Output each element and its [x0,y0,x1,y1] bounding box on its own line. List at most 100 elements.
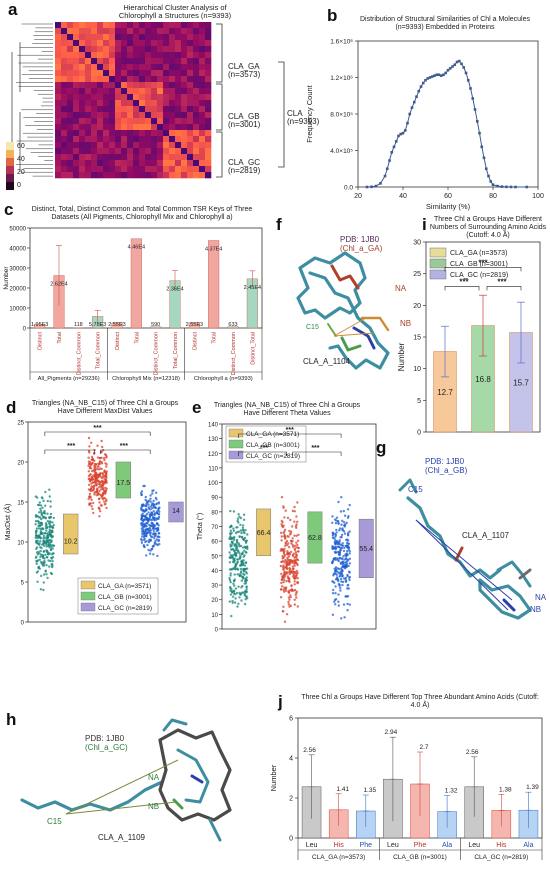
scatter-point [239,529,243,532]
heatmap-cell [97,106,104,113]
g-pdb: PDB: 1JB0 [425,457,465,466]
scatter-point [232,582,235,585]
significance-label: *** [260,445,268,452]
legend-swatch [228,450,244,460]
heatmap-cell [133,28,140,35]
scatter-point [144,525,147,528]
scatter-point [347,539,350,542]
heatmap-cell [73,94,80,101]
x-category-label: Total [134,332,140,344]
scatter-point [88,445,91,448]
heatmap-cell [91,22,98,29]
heatmap-cell [127,76,134,83]
heatmap-cell [199,100,206,107]
heatmap-cell [109,28,116,35]
scatter-point [289,550,293,554]
scatter-point [157,532,161,535]
heatmap-cell [91,64,98,71]
scatter-point [292,567,295,570]
y-tick-label: 100 [208,481,219,487]
scatter-point [342,555,345,558]
heatmap-cell [187,94,194,101]
scatter-point [295,574,298,577]
scatter-point [44,490,47,494]
heatmap-cell [181,106,188,113]
heatmap-cell [145,64,152,71]
heatmap-cell [85,58,92,65]
mean-label: 62.8 [308,535,322,542]
heatmap-cell [85,124,92,131]
heatmap-cell [109,142,116,149]
heatmap-cell [55,46,62,53]
bar-value-label: 1.32 [445,788,458,795]
heatmap-cell [157,160,164,167]
heatmap-cell [115,58,122,65]
scatter-point [337,521,340,525]
heatmap-cell [133,34,140,41]
heatmap-cell [55,154,62,161]
scatter-point [96,456,100,459]
y-tick-label: 140 [208,423,219,429]
scatter-point [37,536,40,539]
heatmap-cell [205,58,212,65]
scatter-point [242,572,245,576]
chart-b-point [392,145,396,149]
scatter-point [145,554,148,557]
heatmap-cell [169,160,176,167]
scatter-point [287,555,291,558]
heatmap-cell [181,88,188,95]
scatter-point [281,549,285,552]
scatter-point [340,567,343,570]
scatter-point [100,476,104,480]
scatter-point [147,503,150,506]
chart-b-frame [357,40,539,188]
heatmap-cell [55,106,62,113]
scatter-point [156,543,159,547]
scatter-point [289,604,292,607]
heatmap-cell [133,82,140,89]
chart-b-point [415,95,418,98]
y-tick-label: 50 [211,554,218,560]
heatmap-cell [169,106,176,113]
heatmap-cell [85,118,92,125]
heatmap-cell [151,124,158,131]
heatmap-cell [181,142,188,149]
scatter-point [337,553,341,556]
scatter-point [44,553,47,556]
scatter-point [234,562,237,566]
heatmap-cell [61,172,68,179]
scatter-point [149,500,152,503]
heatmap-cell [91,88,98,95]
heatmap-cell [157,34,164,41]
chart-c-bars: 1.95E3Distinct2.62E4Total118Distinct_Com… [31,238,261,375]
scatter-point [229,572,232,575]
scatter-point [297,533,300,536]
group-gb-count: (n=3001) [228,120,261,129]
scatter-point [242,570,246,573]
scatter-point [341,583,344,587]
heatmap-cell [139,130,146,137]
scatter-point [152,525,155,528]
bar-value-label: 4.46E4 [128,245,145,251]
heatmap-cell [175,58,182,65]
heatmap-cell [67,112,74,119]
scatter-point [284,589,288,592]
scatter-point [288,598,291,601]
heatmap-cell [181,130,188,137]
heatmap-cell [169,130,176,137]
scatter-point [43,559,46,563]
chart-j-bars: 2.56Leu1.41His1.35Phe2.94Leu2.7Phe1.32Al… [301,729,539,849]
scatter-point [90,467,93,470]
scatter-point [285,613,289,616]
significance-bracket [44,431,151,436]
scatter-point [45,545,48,548]
y-tick-label: 110 [208,466,218,472]
scatter-point [237,513,240,516]
scatter-point [41,527,44,530]
y-tick-label: 6 [289,716,293,723]
scatter-point [37,511,41,514]
heatmap-cell [175,142,182,149]
scatter-point [336,557,339,560]
chart-b-point [365,185,369,189]
